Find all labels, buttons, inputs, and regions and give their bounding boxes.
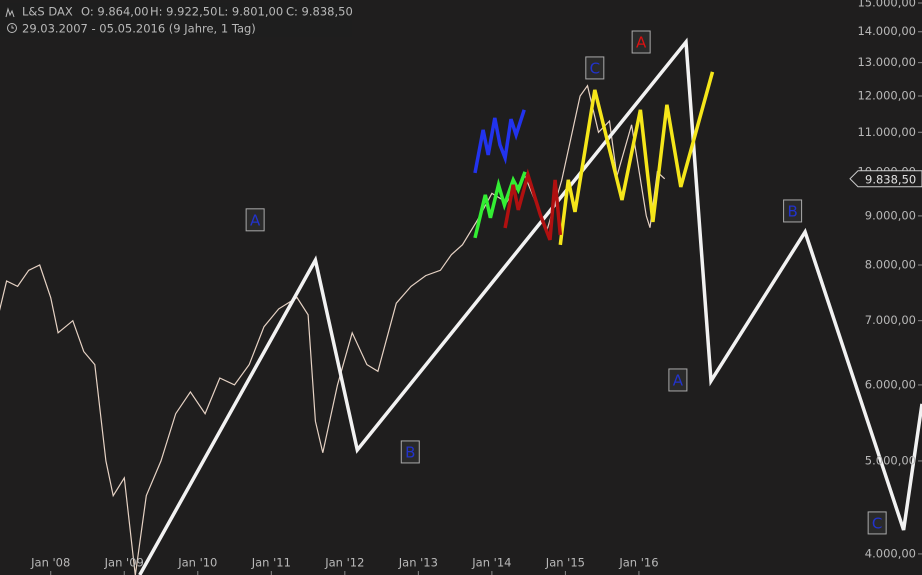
- x-tick-label: Jan '10: [177, 556, 217, 570]
- header-bg: [0, 3, 352, 37]
- wave-line: [503, 168, 563, 241]
- wave-label: A: [636, 33, 647, 51]
- wave-label: C: [590, 59, 600, 77]
- wave-label-box: [867, 511, 887, 535]
- wave-line: [138, 37, 922, 575]
- date-range: 29.03.2007 - 05.05.2016 (9 Jahre, 1 Tag): [22, 22, 256, 36]
- wave-line: [558, 71, 715, 246]
- wave-label-box: [631, 30, 651, 54]
- wave-line: [473, 171, 527, 239]
- wave-label-box: [668, 368, 688, 392]
- y-tick-label: 5.000,00: [865, 453, 916, 467]
- x-tick-label: Jan '08: [30, 556, 70, 570]
- price-line: [0, 84, 666, 575]
- wave-label-box: [400, 440, 420, 464]
- y-tick-label: 8.000,00: [865, 258, 916, 272]
- wave-label-box: [783, 199, 803, 223]
- y-tick-label: 12.000,00: [857, 89, 916, 103]
- ohlc-open: O: 9.864,00: [81, 5, 149, 19]
- last-price-marker: [849, 170, 922, 188]
- wave-label: B: [787, 202, 797, 220]
- y-tick-label: 6.000,00: [865, 377, 916, 391]
- clock-hands: [11, 25, 14, 29]
- wave-label-box: [245, 208, 265, 232]
- y-tick-label: 9.000,00: [865, 208, 916, 222]
- overlay: L&S DAX O: 9.864,00 H: 9.922,50 L: 9.801…: [0, 3, 353, 37]
- wave-label: A: [250, 211, 261, 229]
- clock-icon: [7, 23, 17, 33]
- x-tick-label: Jan '14: [471, 556, 511, 570]
- ohlc-high: H: 9.922,50: [150, 5, 217, 19]
- wave-label: B: [405, 443, 415, 461]
- y-tick-label: 13.000,00: [857, 55, 916, 69]
- x-tick-label: Jan '11: [251, 556, 291, 570]
- y-tick-label: 14.000,00: [857, 24, 916, 38]
- ohlc-low: L: 9.801,00: [218, 5, 283, 19]
- x-tick-label: Jan '09: [104, 556, 144, 570]
- y-tick-label: 7.000,00: [865, 313, 916, 327]
- wave-label-box: [585, 56, 605, 80]
- ohlc-close: C: 9.838,50: [286, 5, 353, 19]
- last-price-label: 9.838,50: [865, 172, 916, 186]
- chart-icon: [5, 7, 15, 18]
- y-tick-label: 11.000,00: [857, 125, 916, 139]
- x-tick-label: Jan '16: [618, 556, 658, 570]
- x-tick-label: Jan '12: [324, 556, 364, 570]
- x-tick-label: Jan '15: [545, 556, 585, 570]
- y-tick-label: 15.000,00: [857, 0, 916, 9]
- x-tick-label: Jan '13: [398, 556, 438, 570]
- y-tick-label: 4.000,00: [865, 546, 916, 560]
- wave-line: [473, 109, 526, 174]
- wave-label: A: [673, 371, 684, 389]
- wave-label: C: [872, 514, 882, 532]
- symbol: L&S DAX: [22, 5, 73, 19]
